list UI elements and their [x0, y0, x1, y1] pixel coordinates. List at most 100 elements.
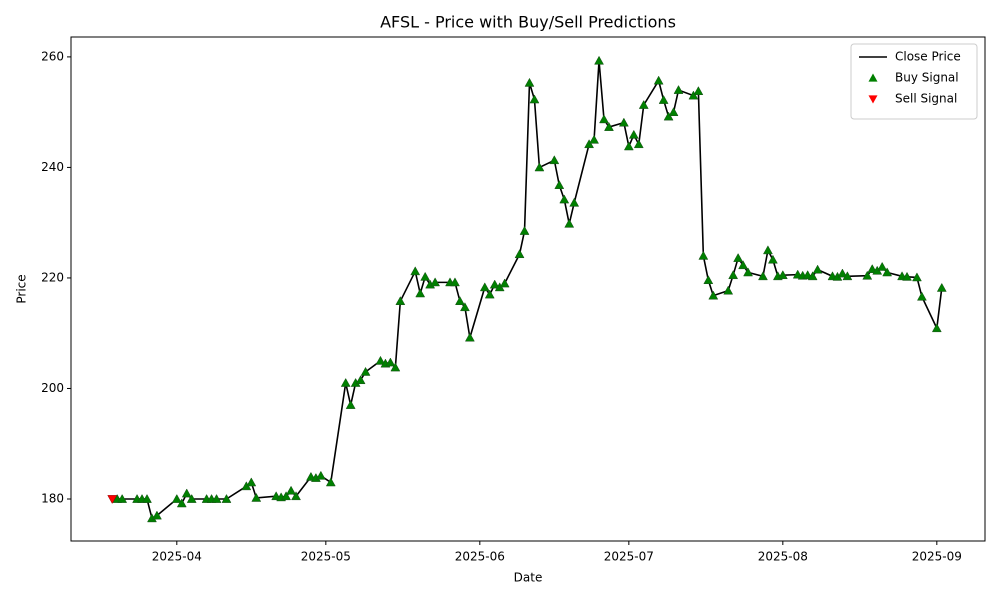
buy-marker	[912, 272, 922, 282]
buy-marker	[862, 270, 873, 280]
buy-marker	[599, 114, 609, 124]
buy-marker	[638, 99, 649, 109]
buy-marker	[499, 278, 510, 288]
x-axis-label: Date	[514, 571, 543, 585]
legend-label: Close Price	[895, 50, 961, 64]
buy-marker	[594, 55, 604, 65]
buy-marker	[420, 271, 431, 281]
buy-marker	[246, 477, 257, 487]
legend-swatch	[868, 95, 878, 104]
buy-marker	[559, 194, 570, 204]
x-tick-label: 2025-09	[912, 550, 962, 564]
plot-frame	[70, 36, 986, 542]
buy-marker	[415, 288, 426, 298]
buy-marker	[584, 139, 595, 149]
x-tick-label: 2025-07	[604, 550, 654, 564]
buy-marker	[723, 285, 734, 295]
buy-marker	[703, 275, 714, 285]
buy-marker	[564, 218, 575, 228]
buy-marker	[936, 282, 947, 292]
buy-marker	[733, 253, 744, 262]
buy-marker	[688, 90, 699, 100]
buy-marker	[176, 498, 187, 508]
buy-marker	[464, 332, 475, 342]
buy-marker	[743, 267, 753, 277]
buy-marker	[171, 493, 182, 503]
buy-marker	[450, 277, 460, 287]
buy-marker	[668, 107, 679, 117]
buy-marker	[728, 270, 739, 280]
y-axis-label: Price	[15, 274, 29, 303]
buy-marker	[882, 267, 893, 277]
buy-marker	[569, 197, 580, 207]
buy-marker	[708, 290, 719, 300]
buy-marker	[519, 225, 530, 235]
buy-marker	[489, 279, 500, 289]
buy-marker	[152, 510, 162, 520]
buy-marker	[554, 180, 565, 189]
buy-marker	[315, 470, 326, 480]
buy-marker	[117, 493, 128, 503]
buy-marker	[459, 302, 470, 312]
buy-marker	[345, 400, 356, 409]
buy-marker	[738, 260, 749, 270]
buy-marker	[211, 493, 222, 503]
buy-marker	[395, 296, 406, 306]
y-tick-label: 220	[41, 270, 64, 284]
buy-marker	[281, 491, 292, 501]
buy-marker	[484, 289, 495, 299]
buy-marker	[628, 129, 639, 139]
x-tick-label: 2025-06	[455, 550, 505, 564]
buy-marker	[286, 485, 296, 495]
y-tick-label: 200	[41, 381, 64, 395]
buy-marker	[360, 366, 371, 376]
buy-marker	[455, 296, 465, 306]
buy-marker	[589, 134, 599, 144]
legend-label: Buy Signal	[895, 71, 959, 85]
buy-marker	[673, 85, 684, 94]
buy-marker	[767, 254, 778, 264]
buy-marker	[375, 355, 386, 365]
sell-marker	[107, 495, 118, 505]
buy-marker	[251, 492, 262, 502]
buy-marker	[618, 117, 629, 127]
legend-label: Sell Signal	[895, 92, 957, 106]
buy-marker	[479, 282, 490, 292]
buy-marker	[325, 477, 336, 487]
buy-marker	[916, 291, 927, 301]
y-tick-label: 260	[41, 49, 64, 63]
x-tick-label: 2025-04	[152, 550, 202, 564]
buy-marker	[623, 141, 634, 151]
buy-marker	[604, 122, 614, 131]
buy-marker	[931, 323, 942, 333]
buy-marker	[410, 266, 421, 276]
buy-marker	[902, 271, 912, 281]
y-tick-label: 180	[41, 492, 64, 506]
buy-marker	[693, 86, 704, 96]
buy-marker	[524, 77, 535, 87]
buy-marker	[837, 268, 848, 278]
buy-marker	[658, 94, 669, 104]
buy-marker	[877, 261, 888, 271]
buy-marker	[221, 493, 232, 503]
buy-marker	[291, 491, 301, 501]
buy-marker	[355, 375, 366, 385]
buy-marker	[842, 271, 853, 281]
buy-marker	[663, 111, 674, 121]
legend-box	[850, 43, 978, 120]
buy-marker	[812, 264, 823, 274]
buy-marker	[633, 139, 644, 149]
buy-marker	[549, 155, 560, 165]
buy-marker	[390, 362, 401, 372]
buy-marker	[777, 270, 788, 280]
buy-marker	[529, 94, 540, 104]
buy-marker	[698, 250, 709, 260]
buy-marker	[340, 377, 351, 387]
buy-marker	[186, 493, 197, 503]
buy-marker	[385, 357, 396, 367]
y-tick-label: 240	[41, 160, 64, 174]
buy-marker	[763, 245, 773, 255]
legend-swatch	[868, 73, 878, 82]
